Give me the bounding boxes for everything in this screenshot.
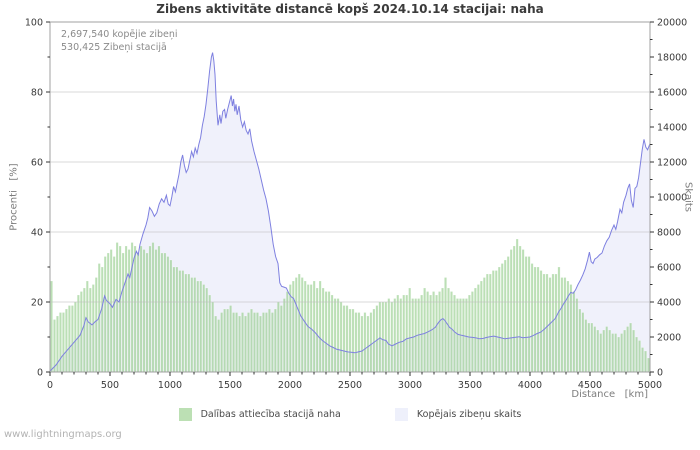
svg-text:18000: 18000 bbox=[657, 53, 687, 64]
svg-text:40: 40 bbox=[31, 228, 43, 239]
total-count-label: Kopējais zibeņu skaits bbox=[416, 409, 522, 420]
svg-text:4000: 4000 bbox=[657, 298, 681, 309]
svg-text:0: 0 bbox=[657, 368, 663, 379]
svg-text:20000: 20000 bbox=[657, 18, 687, 29]
svg-text:8000: 8000 bbox=[657, 228, 681, 239]
svg-text:16000: 16000 bbox=[657, 88, 687, 99]
participation-label: Dalības attiecība stacijā naha bbox=[200, 409, 341, 420]
chart-legend: Dalības attiecība stacijā naha Kopējais … bbox=[0, 408, 700, 421]
svg-text:3000: 3000 bbox=[398, 380, 422, 391]
svg-text:0: 0 bbox=[47, 380, 53, 391]
svg-text:6000: 6000 bbox=[657, 263, 681, 274]
chart-title: Zibens aktivitāte distancē kopš 2024.10.… bbox=[156, 2, 544, 16]
svg-text:60: 60 bbox=[31, 158, 43, 169]
svg-text:500: 500 bbox=[101, 380, 119, 391]
x-axis-label: Distance [km] bbox=[571, 389, 648, 400]
svg-text:2000: 2000 bbox=[657, 333, 681, 344]
svg-text:1500: 1500 bbox=[218, 380, 242, 391]
total-strikes-text: 2,697,540 kopējie zibeņi bbox=[61, 29, 178, 40]
svg-text:10000: 10000 bbox=[657, 193, 687, 204]
y-axis-label-left: Procenti [%] bbox=[8, 163, 20, 231]
svg-text:12000: 12000 bbox=[657, 158, 687, 169]
svg-text:5000: 5000 bbox=[638, 380, 662, 391]
svg-text:2000: 2000 bbox=[278, 380, 302, 391]
svg-text:1000: 1000 bbox=[158, 380, 182, 391]
svg-text:0: 0 bbox=[37, 368, 43, 379]
svg-text:3500: 3500 bbox=[458, 380, 482, 391]
svg-text:4000: 4000 bbox=[518, 380, 542, 391]
svg-text:2500: 2500 bbox=[338, 380, 362, 391]
source-url-text: www.lightningmaps.org bbox=[4, 429, 122, 440]
station-strikes-text: 530,425 Zibeņi stacijā bbox=[61, 42, 167, 53]
svg-text:14000: 14000 bbox=[657, 123, 687, 134]
svg-text:100: 100 bbox=[25, 18, 43, 29]
svg-text:80: 80 bbox=[31, 88, 43, 99]
legend-item-total-count: Kopējais zibeņu skaits bbox=[394, 408, 522, 421]
participation-swatch bbox=[178, 408, 192, 421]
total-count-swatch bbox=[394, 408, 408, 421]
totals-annotation: 2,697,540 kopējie zibeņi 530,425 Zibeņi … bbox=[61, 28, 178, 54]
svg-text:20: 20 bbox=[31, 298, 43, 309]
svg-text:4500: 4500 bbox=[578, 380, 602, 391]
legend-item-participation: Dalības attiecība stacijā naha bbox=[178, 408, 341, 421]
y-axis-label-right: Skaits bbox=[682, 182, 694, 212]
